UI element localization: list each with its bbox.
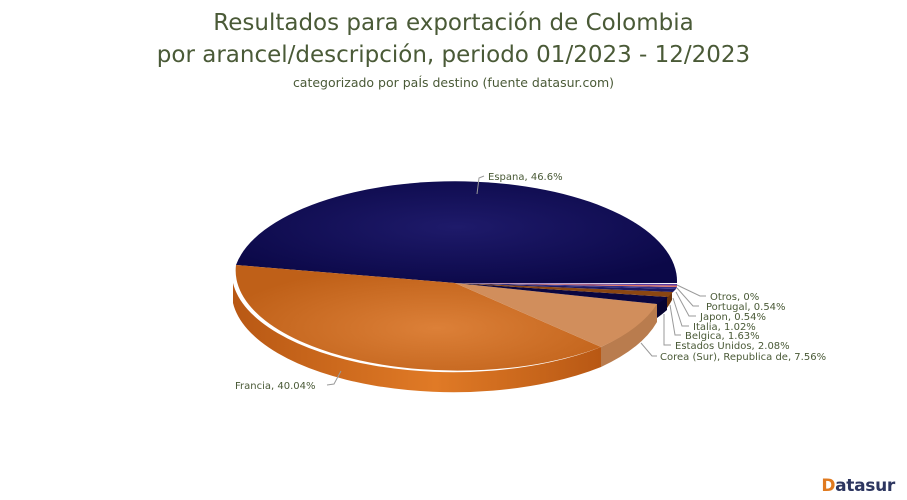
pie-top — [235, 181, 678, 371]
label-francia: Francia, 40.04% — [235, 381, 316, 392]
logo-text: atasur — [835, 476, 895, 496]
slice-francia — [235, 265, 601, 371]
slice-japon — [455, 283, 677, 289]
chart-title-line2: por arancel/descripción, periodo 01/2023… — [156, 42, 751, 68]
label-portugal: Portugal, 0.54% — [706, 302, 786, 313]
chart-subtitle: categorizado por paÍs destino (fuente da… — [292, 75, 615, 90]
label-corea: Corea (Sur), Republica de, 7.56% — [660, 352, 826, 363]
slice-corea — [455, 283, 657, 347]
logo-d: D — [821, 476, 836, 496]
label-japon: Japon, 0.54% — [699, 312, 766, 323]
slice-espana — [236, 181, 678, 283]
leader-lines — [326, 175, 706, 386]
label-italia: Italia, 1.02% — [693, 322, 756, 333]
label-estados-unidos: Estados Unidos, 2.08% — [675, 341, 790, 352]
label-espana: Espana, 46.6% — [488, 172, 563, 183]
slice-italia — [455, 283, 676, 292]
chart-title-line1: Resultados para exportación de Colombia — [213, 10, 694, 36]
slice-otros — [455, 283, 678, 286]
slice-estados-unidos — [455, 283, 668, 304]
datasur-logo: Datasur — [821, 476, 895, 496]
label-otros: Otros, 0% — [710, 292, 759, 303]
slice-portugal — [455, 283, 678, 287]
label-belgica: Belgica, 1.63% — [685, 331, 760, 342]
slice-belgica — [455, 283, 673, 297]
